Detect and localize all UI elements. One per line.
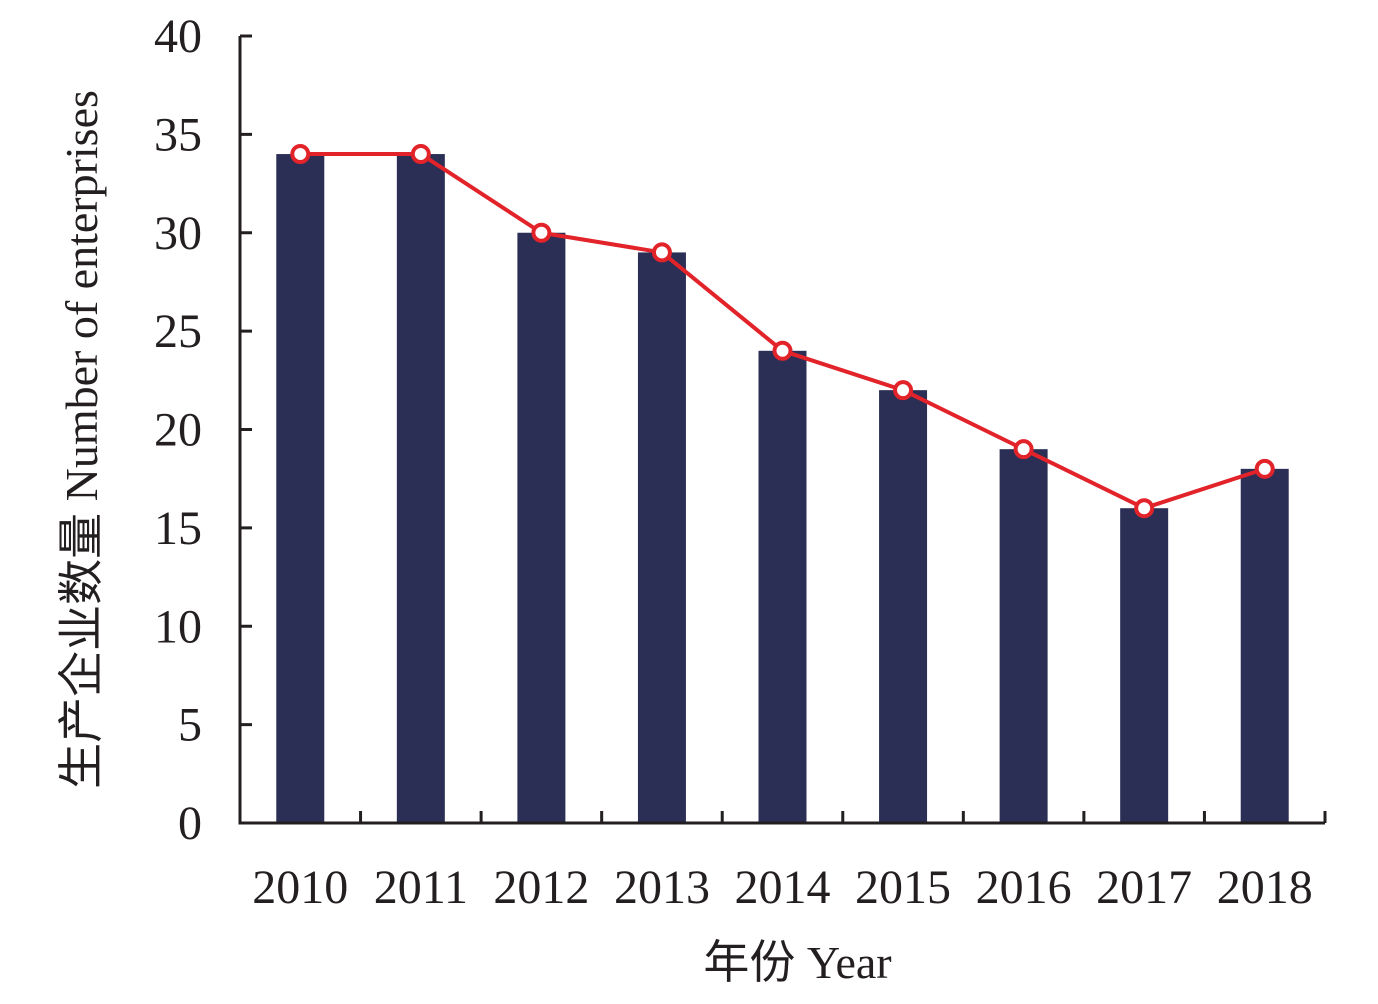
x-tick-label: 2014 (735, 861, 831, 914)
line-point-2010 (290, 144, 311, 165)
bar-2014 (758, 350, 807, 823)
bar-2018 (1240, 468, 1289, 823)
y-tick-label: 25 (154, 305, 202, 358)
x-axis-title: 年份 Year (703, 937, 891, 988)
x-tick-label: 2015 (855, 861, 951, 914)
line-point-2015 (893, 380, 914, 401)
x-tick-label: 2013 (614, 861, 710, 914)
x-tick-label: 2017 (1096, 861, 1192, 914)
line-point-2014 (772, 340, 793, 361)
y-tick-label: 30 (154, 207, 202, 260)
line-point-2011 (410, 144, 431, 165)
y-axis-title: 生产企业数量 Number of enterprises (56, 90, 107, 789)
line-series (290, 144, 1275, 519)
x-axis-ticks: 2010 2011 2012 2013 2014 2015 2016 2017 2018 (252, 811, 1327, 914)
x-tick-label: 2018 (1217, 861, 1313, 914)
y-axis-ticks: 0 5 10 15 20 25 30 35 40 (154, 10, 252, 850)
y-tick-label: 35 (154, 108, 202, 161)
line-point-2013 (651, 242, 672, 263)
bar-2010 (276, 154, 325, 824)
line-point-2016 (1013, 439, 1034, 460)
y-tick-label: 0 (178, 797, 202, 850)
bar-2017 (1120, 508, 1169, 823)
line-point-2017 (1134, 498, 1155, 519)
y-tick-label: 20 (154, 404, 202, 457)
bar-2012 (517, 232, 566, 823)
line-point-2012 (531, 222, 552, 243)
bar-2015 (879, 390, 928, 823)
x-tick-label: 2012 (493, 861, 589, 914)
bar-2011 (396, 154, 445, 824)
bar-2013 (637, 252, 686, 824)
y-tick-label: 40 (154, 10, 202, 63)
bar-2016 (999, 449, 1048, 823)
x-tick-label: 2016 (976, 861, 1072, 914)
y-tick-label: 10 (154, 600, 202, 653)
bar-series (276, 154, 1289, 824)
y-tick-label: 15 (154, 502, 202, 555)
x-tick-label: 2010 (252, 861, 348, 914)
y-tick-label: 5 (178, 699, 202, 752)
x-tick-label: 2011 (374, 861, 468, 914)
line-point-2018 (1254, 458, 1275, 479)
